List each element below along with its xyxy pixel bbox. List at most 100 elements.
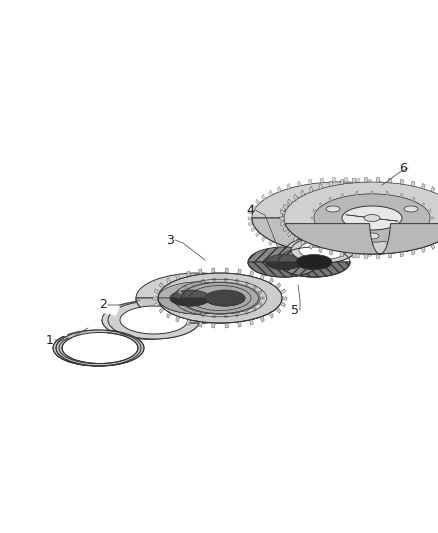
Polygon shape (159, 282, 164, 289)
Polygon shape (319, 247, 322, 253)
Ellipse shape (252, 182, 428, 254)
Ellipse shape (310, 206, 370, 230)
Ellipse shape (108, 301, 200, 339)
Polygon shape (252, 218, 438, 254)
Polygon shape (213, 278, 215, 282)
Text: 5: 5 (291, 303, 299, 317)
Ellipse shape (291, 237, 355, 263)
Polygon shape (329, 181, 333, 187)
Polygon shape (276, 307, 281, 313)
Polygon shape (309, 238, 312, 243)
Polygon shape (398, 217, 402, 219)
Ellipse shape (282, 194, 398, 242)
Polygon shape (420, 199, 424, 205)
Polygon shape (308, 252, 312, 257)
Polygon shape (282, 296, 287, 300)
Polygon shape (251, 227, 256, 232)
Ellipse shape (158, 282, 238, 314)
Polygon shape (341, 193, 344, 198)
Polygon shape (389, 247, 393, 253)
Polygon shape (427, 221, 432, 226)
Ellipse shape (170, 290, 210, 306)
Polygon shape (371, 242, 373, 246)
Polygon shape (293, 236, 297, 242)
Polygon shape (341, 238, 344, 243)
Polygon shape (213, 313, 215, 318)
Polygon shape (368, 179, 371, 184)
Polygon shape (178, 290, 182, 295)
Polygon shape (297, 249, 301, 255)
Polygon shape (276, 282, 281, 289)
Ellipse shape (252, 182, 428, 254)
Polygon shape (269, 190, 273, 197)
Polygon shape (357, 253, 360, 258)
Ellipse shape (284, 182, 438, 254)
Polygon shape (253, 285, 256, 290)
Polygon shape (311, 217, 314, 219)
Polygon shape (287, 183, 290, 189)
Polygon shape (159, 307, 164, 313)
Ellipse shape (248, 247, 320, 277)
Polygon shape (389, 253, 392, 258)
Polygon shape (309, 243, 313, 249)
Polygon shape (386, 191, 389, 195)
Polygon shape (187, 319, 190, 325)
Ellipse shape (114, 306, 182, 334)
Polygon shape (421, 247, 425, 253)
Polygon shape (114, 320, 188, 334)
Polygon shape (319, 202, 322, 207)
Ellipse shape (158, 273, 282, 323)
Polygon shape (261, 236, 265, 242)
Ellipse shape (59, 333, 135, 364)
Polygon shape (345, 254, 348, 259)
Ellipse shape (299, 240, 347, 260)
Polygon shape (332, 254, 336, 259)
Polygon shape (390, 201, 393, 207)
Ellipse shape (294, 240, 342, 260)
Polygon shape (329, 249, 333, 255)
Ellipse shape (296, 254, 332, 270)
Polygon shape (414, 195, 418, 200)
Text: 1: 1 (46, 334, 54, 346)
Polygon shape (266, 262, 332, 270)
Polygon shape (319, 229, 322, 234)
Polygon shape (277, 243, 281, 249)
Polygon shape (411, 181, 415, 187)
Polygon shape (377, 254, 380, 259)
Polygon shape (329, 234, 332, 239)
Polygon shape (176, 274, 180, 280)
Polygon shape (158, 298, 260, 314)
Polygon shape (368, 193, 371, 198)
Polygon shape (396, 223, 400, 228)
Ellipse shape (56, 330, 144, 366)
Polygon shape (278, 217, 282, 219)
Polygon shape (427, 223, 431, 227)
Polygon shape (421, 183, 425, 189)
Polygon shape (280, 221, 285, 226)
Polygon shape (248, 210, 253, 215)
Polygon shape (371, 190, 373, 194)
Polygon shape (301, 190, 305, 197)
Polygon shape (400, 252, 403, 257)
Polygon shape (287, 229, 290, 235)
Polygon shape (136, 298, 282, 323)
Text: 4: 4 (246, 204, 254, 216)
Polygon shape (153, 296, 158, 300)
Polygon shape (212, 268, 215, 273)
Polygon shape (399, 187, 403, 193)
Polygon shape (297, 197, 300, 202)
Polygon shape (379, 249, 383, 255)
Ellipse shape (282, 194, 398, 242)
Polygon shape (424, 204, 429, 209)
Polygon shape (309, 193, 312, 198)
Ellipse shape (136, 273, 260, 323)
Polygon shape (170, 298, 245, 306)
Polygon shape (380, 197, 383, 202)
Polygon shape (430, 217, 434, 219)
Polygon shape (339, 190, 341, 194)
Polygon shape (260, 316, 264, 322)
Polygon shape (389, 183, 393, 189)
Polygon shape (297, 181, 301, 187)
Polygon shape (260, 297, 264, 299)
Polygon shape (102, 320, 200, 339)
